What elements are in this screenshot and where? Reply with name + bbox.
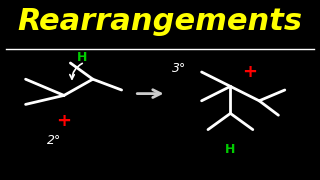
Text: +: + xyxy=(242,63,257,81)
Text: Rearrangements: Rearrangements xyxy=(18,7,302,36)
Text: +: + xyxy=(57,112,71,130)
Text: 3°: 3° xyxy=(172,62,186,75)
Text: H: H xyxy=(225,143,236,156)
Text: H: H xyxy=(76,51,87,64)
Text: 2°: 2° xyxy=(47,134,61,147)
